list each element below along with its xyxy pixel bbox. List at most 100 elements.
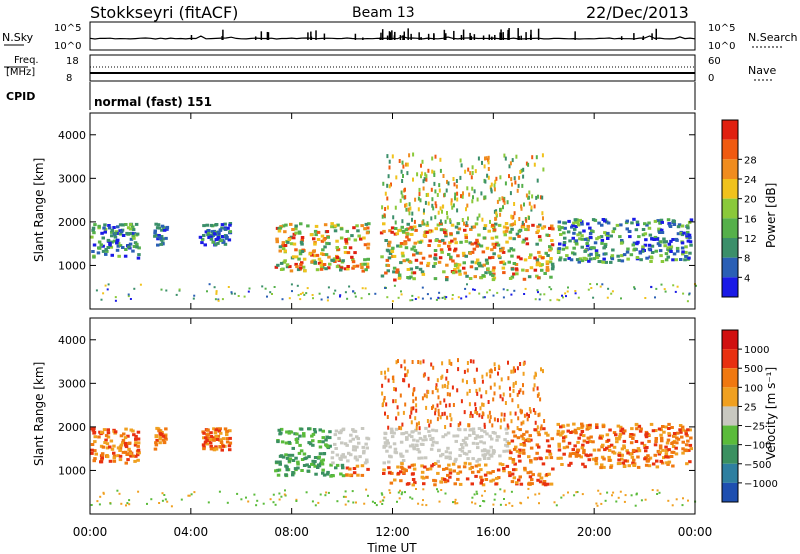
heatmap-cell: [134, 437, 138, 441]
heatmap-cell: [355, 445, 359, 449]
heatmap-cell: [213, 286, 216, 289]
heatmap-cell: [491, 223, 495, 227]
heatmap-cell: [538, 502, 540, 505]
heatmap-cell: [330, 456, 335, 460]
heatmap-cell: [550, 288, 553, 291]
heatmap-cell: [446, 415, 449, 420]
heatmap-cell: [667, 499, 670, 502]
heatmap-cell: [160, 228, 164, 232]
heatmap-cell: [361, 287, 364, 290]
heatmap-cell: [505, 449, 509, 453]
heatmap-cell: [319, 493, 322, 496]
heatmap-cell: [431, 203, 434, 208]
heatmap-cell: [592, 246, 596, 250]
heatmap-cell: [522, 174, 525, 179]
heatmap-cell: [356, 437, 360, 441]
heatmap-cell: [116, 454, 120, 458]
heatmap-cell: [93, 435, 97, 439]
heatmap-cell: [469, 171, 472, 176]
heatmap-cell: [212, 229, 217, 233]
heatmap-cell: [685, 462, 689, 466]
heatmap-cell: [136, 453, 140, 457]
heatmap-cell: [474, 241, 478, 245]
heatmap-cell: [529, 470, 533, 474]
heatmap-cell: [582, 439, 587, 443]
heatmap-cell: [622, 253, 627, 257]
heatmap-cell: [503, 233, 507, 237]
heatmap-cell: [437, 490, 440, 493]
heatmap-cell: [300, 236, 305, 239]
heatmap-cell: [302, 432, 306, 436]
heatmap-cell: [631, 461, 635, 465]
heatmap-cell: [409, 225, 413, 229]
heatmap-cell: [421, 286, 424, 289]
heatmap-cell: [464, 452, 469, 456]
heatmap-cell: [301, 291, 304, 294]
y-tick-label: 3000: [58, 172, 86, 185]
heatmap-cell: [686, 428, 690, 432]
heatmap-cell: [90, 427, 95, 431]
heatmap-cell: [522, 371, 525, 376]
heatmap-cell: [546, 268, 550, 272]
heatmap-cell: [108, 242, 112, 245]
heatmap-cell: [401, 491, 404, 494]
heatmap-cell: [488, 270, 492, 274]
heatmap-cell: [663, 240, 667, 244]
heatmap-cell: [620, 259, 625, 263]
heatmap-cell: [451, 294, 454, 296]
heatmap-cell: [394, 387, 397, 392]
heatmap-cell: [360, 297, 363, 300]
heatmap-cell: [384, 287, 387, 289]
heatmap-cell: [432, 478, 436, 482]
heatmap-cell: [481, 414, 484, 419]
heatmap-cell: [365, 262, 370, 266]
heatmap-cell: [676, 285, 679, 288]
heatmap-cell: [291, 471, 295, 474]
freq-right-tick-top: 60: [708, 56, 721, 67]
heatmap-cell: [412, 438, 416, 442]
heatmap-cell: [471, 165, 474, 170]
heatmap-cell: [319, 263, 324, 267]
heatmap-cell: [209, 431, 213, 435]
heatmap-cell: [572, 422, 576, 426]
heatmap-cell: [505, 440, 510, 444]
heatmap-cell: [508, 474, 512, 478]
heatmap-cell: [275, 240, 279, 244]
heatmap-cell: [656, 242, 661, 246]
heatmap-cell: [482, 412, 485, 417]
heatmap-cell: [477, 435, 481, 439]
heatmap-cell: [490, 437, 494, 441]
heatmap-cell: [321, 471, 325, 475]
heatmap-cell: [519, 501, 522, 504]
heatmap-cell: [305, 463, 309, 467]
heatmap-cell: [528, 190, 531, 195]
heatmap-cell: [161, 434, 166, 438]
heatmap-cell: [560, 226, 564, 230]
heatmap-cell: [331, 474, 335, 478]
heatmap-cell: [281, 455, 286, 459]
heatmap-cell: [394, 427, 399, 431]
heatmap-cell: [484, 271, 488, 275]
heatmap-cell: [444, 234, 448, 238]
heatmap-cell: [365, 231, 370, 235]
heatmap-cell: [447, 247, 452, 251]
heatmap-cell: [511, 430, 516, 434]
heatmap-cell: [216, 241, 220, 245]
power-heatmap-data: [90, 152, 697, 303]
heatmap-cell: [591, 218, 596, 222]
heatmap-cell: [366, 467, 370, 471]
heatmap-cell: [543, 272, 547, 275]
y-tick-label: 3000: [58, 377, 86, 390]
heatmap-cell: [492, 294, 495, 297]
heatmap-cell: [472, 359, 475, 364]
heatmap-cell: [589, 435, 593, 439]
heatmap-cell: [285, 265, 290, 269]
heatmap-cell: [444, 219, 447, 224]
heatmap-cell: [401, 160, 404, 165]
heatmap-cell: [476, 446, 480, 450]
heatmap-cell: [538, 254, 542, 258]
heatmap-cell: [404, 491, 406, 494]
heatmap-cell: [458, 482, 463, 486]
heatmap-cell: [507, 260, 511, 264]
heatmap-cell: [380, 492, 383, 495]
